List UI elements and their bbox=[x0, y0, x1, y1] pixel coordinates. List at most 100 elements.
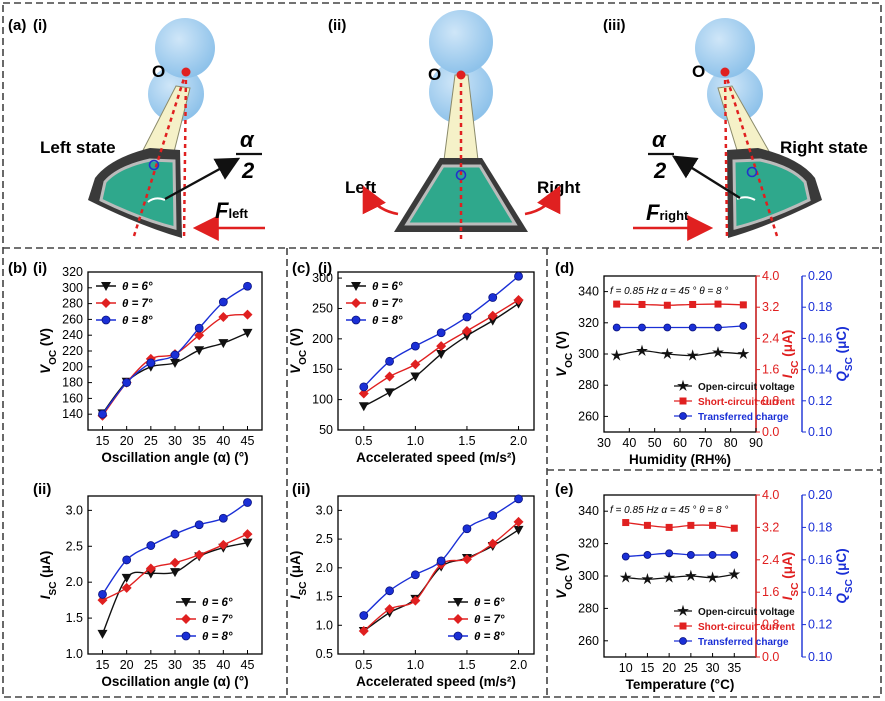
data-point-1-4 bbox=[194, 330, 205, 341]
data-point-1-4 bbox=[461, 554, 472, 565]
data-point-1-5 bbox=[218, 539, 229, 550]
data-point-2-6 bbox=[243, 498, 252, 507]
x-tick-label: 45 bbox=[241, 434, 255, 448]
x-tick-label: 2.0 bbox=[510, 434, 527, 448]
data-point-2-1 bbox=[643, 551, 652, 559]
sphere-upper bbox=[155, 18, 215, 78]
x-tick-label: 20 bbox=[120, 434, 134, 448]
data-point-2-4 bbox=[194, 323, 204, 333]
data-point-0-2 bbox=[410, 372, 421, 382]
y2-tick-label: 2.4 bbox=[762, 553, 779, 567]
y2-tick-label: 0.8 bbox=[762, 394, 779, 408]
x-tick-label: 20 bbox=[120, 658, 134, 672]
y-tick-label: 2.5 bbox=[66, 539, 83, 553]
panel-label-c-ii: (ii) bbox=[292, 481, 310, 498]
y2-tick-label: 4.0 bbox=[762, 488, 779, 502]
right-label: Right bbox=[537, 178, 581, 197]
left-state-label: Left state bbox=[40, 138, 116, 157]
sphere-upper bbox=[429, 10, 493, 74]
alpha-numerator: α bbox=[240, 127, 255, 152]
legend-marker-1 bbox=[679, 622, 687, 630]
y-tick-label: 300 bbox=[578, 347, 599, 361]
legend-label-2: θ = 8° bbox=[202, 631, 233, 643]
y-tick-label: 340 bbox=[578, 285, 599, 299]
panel-label-c: (c) bbox=[292, 260, 310, 277]
data-point-0-1 bbox=[121, 573, 132, 583]
x-tick-label: 30 bbox=[597, 436, 611, 450]
legend-label-2: θ = 8° bbox=[122, 315, 153, 327]
y2-tick-label: 0.8 bbox=[762, 618, 779, 632]
data-point-2-4 bbox=[708, 551, 717, 559]
y-tick-label: 160 bbox=[62, 391, 83, 405]
data-point-2-0 bbox=[359, 382, 369, 392]
data-point-2-6 bbox=[514, 494, 523, 504]
data-point-2-0 bbox=[359, 611, 369, 620]
data-point-2-4 bbox=[194, 520, 204, 530]
panel-label-b: (b) bbox=[8, 260, 27, 277]
legend-marker-1 bbox=[101, 298, 111, 308]
data-point-2-0 bbox=[621, 552, 630, 561]
legend-marker-0 bbox=[677, 604, 689, 617]
sub-label-a-iii: (iii) bbox=[603, 17, 626, 34]
data-point-0-5 bbox=[487, 316, 498, 326]
y3-tick-label: 0.14 bbox=[808, 363, 832, 377]
data-point-1-1 bbox=[384, 371, 395, 382]
legend-marker-2 bbox=[679, 412, 687, 420]
chart-isc-vs-accelerated-speed: 0.5 1.0 1.5 2.0 0.5 1.0 1.5 2.0 2.5 3.0 Accelerate… bbox=[288, 494, 535, 689]
y-tick-label: 260 bbox=[578, 409, 599, 423]
pivot-label: O bbox=[428, 65, 441, 84]
x-tick-label: 30 bbox=[168, 658, 182, 672]
data-point-1-0 bbox=[622, 519, 630, 527]
swing-right-arrow bbox=[524, 185, 561, 216]
y3-tick-label: 0.12 bbox=[808, 394, 832, 408]
chart-stability-vs-temperature: 10 15 20 25 30 35 260 280 300 320 340 0.0 0.8 1.6 2.4 3… bbox=[554, 488, 855, 692]
legend-marker-1 bbox=[351, 298, 361, 308]
data-point-0-0 bbox=[97, 629, 108, 639]
data-point-0-0 bbox=[619, 571, 632, 583]
data-point-2-1 bbox=[385, 356, 394, 366]
series-line-2 bbox=[625, 552, 735, 558]
data-point-2-3 bbox=[436, 556, 446, 566]
x-tick-label: 80 bbox=[724, 436, 738, 450]
y3-tick-label: 0.16 bbox=[808, 553, 832, 567]
y3-tick-label: 0.10 bbox=[808, 425, 832, 439]
legend-label-1: Short-circuit current bbox=[698, 622, 795, 633]
data-point-0-5 bbox=[218, 339, 229, 349]
y3-tick-label: 0.20 bbox=[808, 488, 832, 502]
data-point-0-3 bbox=[686, 349, 699, 361]
pivot-dot bbox=[720, 67, 730, 77]
data-point-0-0 bbox=[610, 349, 623, 361]
data-point-0-1 bbox=[384, 388, 395, 398]
y-tick-label: 180 bbox=[62, 376, 83, 390]
y-tick-label: 3.0 bbox=[316, 503, 333, 517]
chart-isc-vs-oscillation-angle: 15 20 25 30 35 40 45 1.0 1.5 2.0 2.5 3.0 Oscillation… bbox=[38, 495, 263, 689]
alpha-denominator: 2 bbox=[653, 158, 667, 183]
panel-label-e: (e) bbox=[555, 481, 573, 498]
sub-label-a-i: (i) bbox=[33, 17, 47, 34]
data-point-2-0 bbox=[612, 323, 621, 332]
legend-label-0: θ = 6° bbox=[122, 281, 153, 293]
data-point-0-3 bbox=[684, 569, 697, 582]
data-point-1-3 bbox=[687, 521, 695, 529]
x-tick-label: 90 bbox=[749, 436, 763, 450]
y2-tick-label: 3.2 bbox=[762, 300, 779, 314]
data-point-1-5 bbox=[739, 301, 747, 309]
plot-frame bbox=[337, 495, 535, 655]
y2-tick-label: 0.0 bbox=[762, 650, 779, 664]
alpha-denominator: 2 bbox=[241, 158, 255, 183]
data-point-1-1 bbox=[638, 300, 646, 308]
device-right-state: O Right state α 2 Fright bbox=[633, 18, 868, 241]
y-axis-title-voltage: VOC (V) bbox=[554, 331, 575, 377]
legend-marker-0 bbox=[677, 379, 689, 392]
panel-label-d: (d) bbox=[555, 260, 574, 277]
data-point-2-1 bbox=[122, 378, 132, 388]
x-tick-label: 1.5 bbox=[458, 658, 475, 672]
chart-voc-vs-accelerated-speed: 0.5 1.0 1.5 2.0 50 100 150 200 250 300 Accelerated… bbox=[288, 271, 535, 465]
y-axis-title: VOC (V) bbox=[288, 328, 309, 374]
data-point-0-3 bbox=[170, 358, 180, 368]
x-axis-title: Oscillation angle (α) (°) bbox=[101, 674, 248, 689]
y2-tick-label: 4.0 bbox=[762, 269, 779, 283]
legend-label-1: θ = 7° bbox=[202, 614, 233, 626]
panel-label-a: (a) bbox=[8, 17, 26, 34]
